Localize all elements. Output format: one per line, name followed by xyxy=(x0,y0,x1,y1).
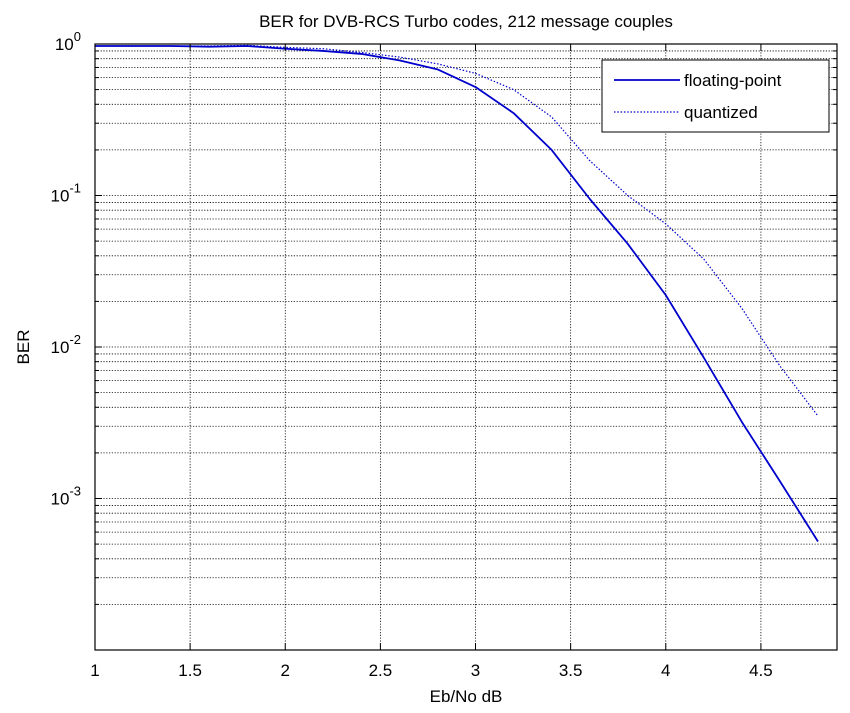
legend: floating-point quantized xyxy=(601,59,830,133)
x-tick-label: 4 xyxy=(661,661,670,680)
legend-label-floating-point: floating-point xyxy=(684,71,782,90)
x-tick-label: 4.5 xyxy=(749,661,773,680)
x-tick-label: 3 xyxy=(471,661,480,680)
x-tick-label: 3.5 xyxy=(559,661,583,680)
chart-title: BER for DVB-RCS Turbo codes, 212 message… xyxy=(259,12,673,31)
tick-layer: 1 1.5 2 2.5 3 3.5 4 4.5 100 10-1 10-2 10-3 xyxy=(51,29,837,680)
x-tick-label: 2.5 xyxy=(369,661,393,680)
y-axis-label: BER xyxy=(14,330,33,365)
x-tick-label: 2 xyxy=(281,661,290,680)
y-tick-label: 10-1 xyxy=(51,181,81,206)
x-axis-label: Eb/No dB xyxy=(430,687,503,706)
series-line-floating-point xyxy=(95,45,819,543)
legend-box xyxy=(601,59,830,133)
x-tick-label: 1.5 xyxy=(178,661,202,680)
series-line-quantized xyxy=(95,44,819,417)
legend-label-quantized: quantized xyxy=(684,103,758,122)
y-tick-label: 100 xyxy=(55,29,81,54)
y-tick-label: 10-2 xyxy=(51,332,81,357)
x-tick-label: 1 xyxy=(90,661,99,680)
series-layer xyxy=(95,44,819,543)
y-tick-label: 10-3 xyxy=(51,484,81,509)
